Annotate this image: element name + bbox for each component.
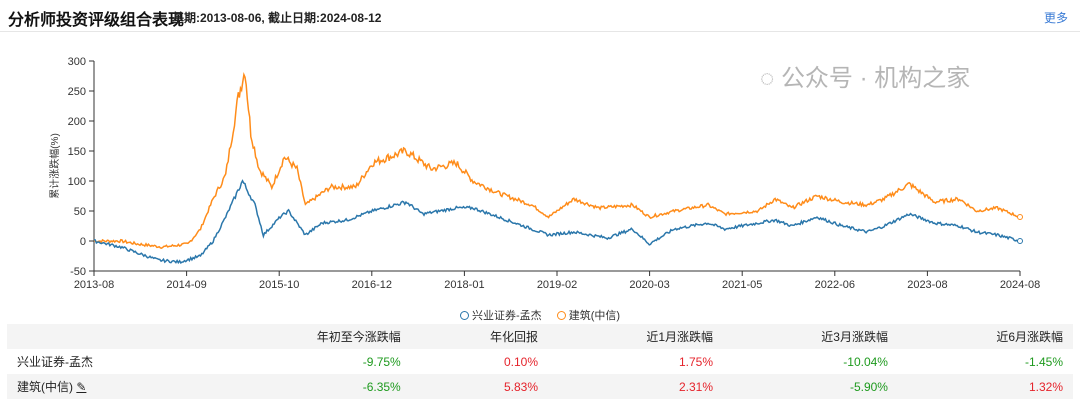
legend-dot-icon xyxy=(459,311,469,320)
table-header-row: 年初至今涨跌幅 年化回报 近1月涨跌幅 近3月涨跌幅 近6月涨跌幅 xyxy=(7,324,1073,349)
x-tick-label: 2023-08 xyxy=(907,279,947,291)
legend-dot-icon xyxy=(556,311,566,320)
legend-item-analyst[interactable]: 兴业证券-孟杰 xyxy=(459,310,542,322)
header-cell: 年化回报 xyxy=(410,324,549,349)
y-axis-label: 累计涨跌幅(%) xyxy=(48,133,61,199)
y-tick-label: 250 xyxy=(68,86,86,98)
x-tick-label: 2014-09 xyxy=(166,279,206,291)
cell: -10.04% xyxy=(723,349,898,374)
cell: 0.10% xyxy=(410,349,549,374)
period-subtitle: 基期:2013-08-06, 截止日期:2024-08-12 xyxy=(172,11,382,25)
header-cell: 近1月涨跌幅 xyxy=(548,324,723,349)
cell: 5.83% xyxy=(410,374,549,399)
legend: 兴业证券-孟杰 建筑(中信) xyxy=(0,307,1080,323)
table-row: 兴业证券-孟杰 -9.75% 0.10% 1.75% -10.04% -1.45… xyxy=(7,349,1073,374)
x-tick-label: 2015-10 xyxy=(259,279,299,291)
header: 分析师投资评级组合表现 基期:2013-08-06, 截止日期:2024-08-… xyxy=(0,0,1080,32)
series-line-industry xyxy=(93,72,1021,250)
y-tick-label: -50 xyxy=(70,266,86,278)
legend-label: 兴业证券-孟杰 xyxy=(471,310,542,322)
legend-item-industry[interactable]: 建筑(中信) xyxy=(556,310,621,322)
row-name-cell: 建筑(中信) ✎ xyxy=(7,374,201,399)
legend-label: 建筑(中信) xyxy=(568,310,621,322)
header-cell: 近3月涨跌幅 xyxy=(723,324,898,349)
series-line-analyst xyxy=(93,179,1021,265)
more-link[interactable]: 更多 xyxy=(1043,11,1068,25)
cell: -1.45% xyxy=(897,349,1073,374)
y-tick-label: 50 xyxy=(74,206,86,218)
page-title: 分析师投资评级组合表现 xyxy=(8,12,185,29)
x-tick-label: 2022-06 xyxy=(815,279,855,291)
series-end-marker xyxy=(1017,214,1023,220)
x-tick-label: 2024-08 xyxy=(1000,279,1040,291)
header-cell: 近6月涨跌幅 xyxy=(897,324,1073,349)
cell: 1.32% xyxy=(897,374,1073,399)
cell: 1.75% xyxy=(548,349,723,374)
cell: 2.31% xyxy=(548,374,723,399)
series-end-marker xyxy=(1017,238,1023,244)
cell: -9.75% xyxy=(200,349,411,374)
watermark: ◌ 公众号 · 机构之家 xyxy=(760,65,971,92)
table-row: 建筑(中信) ✎ -6.35% 5.83% 2.31% -5.90% 1.32% xyxy=(7,374,1073,399)
performance-table: 年初至今涨跌幅 年化回报 近1月涨跌幅 近3月涨跌幅 近6月涨跌幅 兴业证券-孟… xyxy=(7,324,1073,399)
y-tick-label: 0 xyxy=(80,236,86,248)
x-tick-label: 2021-05 xyxy=(722,279,762,291)
y-tick-label: 100 xyxy=(68,176,86,188)
x-tick-label: 2016-12 xyxy=(352,279,392,291)
watermark-text: 公众号 · 机构之家 xyxy=(780,65,971,92)
edit-pencil-icon[interactable]: ✎ xyxy=(76,380,87,394)
y-tick-label: 200 xyxy=(68,116,86,128)
x-tick-label: 2019-02 xyxy=(537,279,577,291)
cell: -5.90% xyxy=(723,374,898,399)
y-tick-label: 150 xyxy=(68,146,86,158)
cell: -6.35% xyxy=(200,374,411,399)
row-name: 兴业证券-孟杰 xyxy=(7,349,201,374)
header-cell: 年初至今涨跌幅 xyxy=(200,324,411,349)
x-tick-label: 2018-01 xyxy=(444,279,484,291)
header-cell xyxy=(7,324,201,349)
y-tick-label: 300 xyxy=(68,56,86,68)
row-name: 建筑(中信) xyxy=(17,380,73,394)
x-tick-label: 2020-03 xyxy=(629,279,669,291)
x-tick-label: 2013-08 xyxy=(74,279,114,291)
